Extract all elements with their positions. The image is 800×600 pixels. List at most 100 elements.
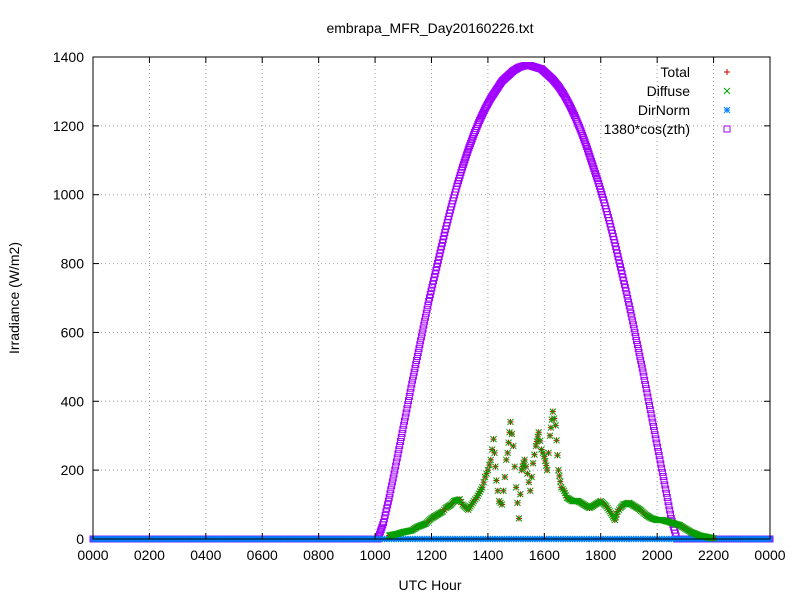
- data-point: [399, 425, 407, 433]
- y-tick: 200: [61, 462, 770, 478]
- data-point: [623, 291, 631, 299]
- x-tick-label: 1800: [585, 547, 616, 563]
- data-point: [648, 414, 656, 422]
- data-point: [487, 456, 495, 464]
- data-point: [627, 309, 635, 317]
- data-point: [635, 348, 643, 356]
- data-point: [663, 493, 671, 501]
- data-point: [642, 385, 650, 393]
- data-point: [406, 388, 414, 396]
- data-point: [407, 384, 415, 392]
- data-point: [657, 460, 665, 468]
- data-point: [630, 325, 638, 333]
- data-point: [650, 422, 658, 430]
- x-axis-label: UTC Hour: [398, 577, 461, 593]
- data-point: [467, 137, 475, 145]
- data-point: [535, 428, 543, 436]
- x-tick: 0600: [247, 57, 278, 563]
- data-point: [590, 165, 598, 173]
- y-tick: 1000: [53, 187, 770, 203]
- x-tick: 0000: [77, 57, 109, 563]
- legend-item-dirnorm: DirNorm: [638, 102, 731, 118]
- x-tick: 1200: [416, 57, 447, 563]
- data-point: [422, 309, 430, 317]
- data-point: [631, 329, 639, 337]
- data-point: [637, 356, 645, 364]
- data-point: [493, 477, 500, 484]
- data-point: [556, 478, 564, 485]
- x-tick-label: 0000: [754, 547, 785, 563]
- data-point: [586, 152, 594, 160]
- data-point: [398, 429, 406, 437]
- x-tick-label: 0400: [190, 547, 221, 563]
- data-point: [376, 528, 384, 536]
- data-point: [531, 451, 538, 459]
- data-point: [549, 408, 557, 415]
- data-point: [384, 497, 392, 505]
- data-point: [476, 488, 484, 495]
- x-tick-label: 0600: [247, 547, 278, 563]
- y-tick: 1200: [53, 118, 770, 134]
- data-point: [654, 443, 662, 451]
- data-point: [644, 393, 652, 401]
- data-point: [662, 485, 670, 493]
- data-point: [401, 413, 409, 421]
- data-point: [579, 131, 587, 139]
- data-point: [463, 148, 471, 156]
- data-point: [404, 401, 412, 409]
- x-tick-label: 0800: [303, 547, 334, 563]
- data-point: [421, 313, 429, 321]
- data-point: [393, 454, 401, 462]
- data-point: [538, 446, 545, 453]
- data-point: [636, 352, 644, 360]
- data-point: [459, 163, 467, 171]
- data-point: [382, 508, 390, 516]
- data-point: [411, 364, 419, 372]
- data-point: [629, 317, 637, 325]
- data-point: [465, 144, 473, 152]
- data-point: [500, 487, 507, 495]
- x-tick-label: 1400: [472, 547, 503, 563]
- data-point: [417, 337, 425, 345]
- data-point: [658, 468, 666, 476]
- data-point: [380, 518, 388, 526]
- x-tick-label: 0000: [77, 547, 108, 563]
- data-point: [638, 364, 646, 372]
- data-point: [578, 129, 586, 137]
- y-tick-label: 600: [61, 324, 85, 340]
- data-point: [498, 501, 506, 508]
- data-point: [709, 534, 716, 542]
- data-point: [632, 333, 640, 341]
- data-point: [388, 478, 396, 486]
- data-point: [652, 435, 660, 443]
- data-point: [646, 406, 654, 414]
- data-point: [490, 435, 497, 443]
- y-tick: 0: [76, 531, 770, 547]
- data-point: [622, 287, 630, 295]
- y-tick-label: 200: [61, 462, 85, 478]
- data-point: [416, 341, 424, 349]
- data-point: [477, 486, 485, 493]
- data-point: [517, 490, 524, 498]
- data-point: [633, 337, 641, 345]
- data-point: [654, 447, 662, 455]
- data-point: [545, 449, 552, 457]
- legend-label: 1380*cos(zth): [604, 121, 690, 137]
- data-point: [639, 368, 647, 376]
- data-point: [550, 415, 558, 422]
- data-point: [464, 146, 472, 154]
- data-point: [592, 170, 600, 178]
- data-point: [387, 486, 395, 494]
- data-point: [420, 321, 428, 329]
- data-point: [666, 506, 674, 514]
- data-point: [396, 442, 404, 450]
- data-point: [543, 466, 551, 474]
- series-diffuse: [385, 408, 717, 542]
- y-axis-label: Irradiance (W/m2): [6, 242, 22, 354]
- data-point: [515, 514, 523, 522]
- data-point: [491, 449, 498, 457]
- data-point: [405, 397, 413, 405]
- data-point: [585, 150, 593, 158]
- y-tick: 800: [61, 256, 770, 272]
